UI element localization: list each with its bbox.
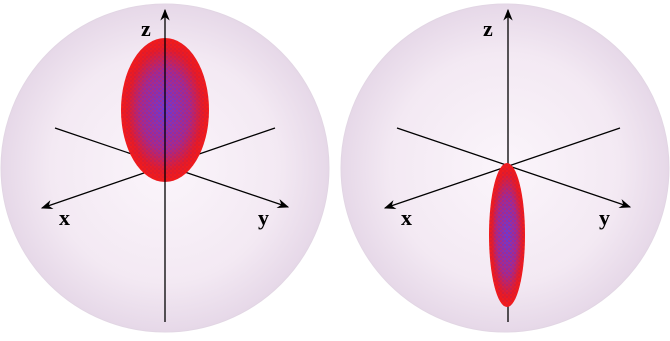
page: z x y z x y (() => { const data = JSON.p… <box>0 0 670 341</box>
y-label: y <box>599 205 610 230</box>
panel-left: z x y <box>1 4 329 332</box>
ellipsoid-points <box>489 163 525 307</box>
figure: z x y z x y <box>0 0 670 341</box>
z-label: z <box>141 16 151 41</box>
x-label: x <box>401 205 412 230</box>
z-label: z <box>483 16 493 41</box>
y-label: y <box>258 205 269 230</box>
panel-right: z x y <box>341 4 669 332</box>
x-label: x <box>59 205 70 230</box>
